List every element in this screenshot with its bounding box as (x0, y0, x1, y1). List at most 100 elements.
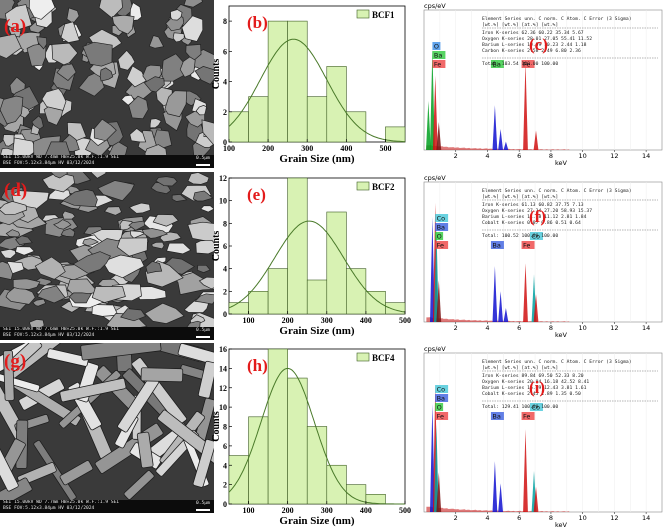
panel-label: (e) (247, 185, 266, 204)
histogram-bar (248, 291, 269, 315)
x-tick-label: 12 (610, 324, 618, 332)
x-tick-label: 6 (517, 152, 521, 160)
element-label: Fe (523, 61, 530, 69)
scale-bar: 0.5µm (196, 501, 210, 511)
spectrum-peak (498, 129, 503, 150)
x-tick-label: 12 (610, 514, 618, 522)
element-label-box (432, 42, 441, 50)
element-label-box (529, 403, 543, 411)
histogram-bar (267, 268, 288, 315)
histogram-bar (326, 66, 347, 143)
sem-info-line: SEI 15.00kV WD 7.4mm HB×25.0k W.F.:1.9 S… (3, 155, 120, 160)
x-tick-label: 6 (517, 514, 521, 522)
x-axis-label: keV (555, 521, 568, 529)
histogram-bar (287, 20, 308, 143)
histogram-bcf2: 100 200 300 400 500 0 2 4 6 8 10 12 Grain Size (nm) C… (212, 172, 412, 340)
x-tick-label: 2 (454, 324, 458, 332)
x-tick-label: 300 (301, 144, 313, 153)
y-tick-label: 8 (223, 219, 227, 228)
element-label: Co (437, 386, 446, 394)
x-tick-label: 2 (454, 152, 458, 160)
y-tick-label: 16 (219, 345, 227, 354)
x-axis-label: keV (555, 159, 568, 167)
x-tick-label: 8 (549, 152, 553, 160)
spectrum-peak (523, 263, 528, 322)
x-axis-label: Grain Size (nm) (279, 325, 354, 337)
spectrum-peak (533, 294, 539, 322)
spectrum-peak (432, 75, 438, 150)
spectrum-peak (492, 266, 498, 322)
histogram-bar (385, 302, 406, 315)
x-tick-label: 4 (485, 514, 489, 522)
y-axis-label: cps/eV (424, 345, 446, 353)
table-row: Cobalt K-series 0.87 0.86 0.51 0.64 (482, 220, 581, 226)
gaussian-fit-line (228, 38, 405, 143)
table-row: Cobalt K-series 2.45 1.89 1.35 0.50 (482, 391, 581, 397)
histogram-bar (306, 426, 328, 505)
spectrum-peak (426, 101, 431, 150)
legend-label: BCF1 (372, 10, 395, 20)
element-label: Ba (434, 52, 442, 60)
element-label-box (435, 394, 449, 402)
histogram-bcf4: 100 200 300 400 500 0 2 4 6 8 10 12 14 16 Grain Size (… (212, 343, 412, 530)
gaussian-fit-line (228, 220, 406, 313)
y-tick-label: 14 (219, 364, 227, 373)
element-label-box (521, 412, 535, 420)
x-tick-label: 100 (223, 144, 235, 153)
histogram-bar (346, 268, 367, 315)
sem-info-bar: SEI 15.00kV WD 7.6mm HB×25.0k W.F.:1.9 S… (0, 327, 214, 340)
element-label: O (434, 43, 439, 51)
element-label: Fe (523, 413, 530, 421)
panel-label: (d) (4, 180, 28, 201)
sem-image-bcf2: SEI 15.00kV WD 7.6mm HB×25.0k W.F.:1.9 S… (0, 172, 214, 340)
y-tick-label: 2 (223, 287, 227, 296)
x-tick-label: 100 (243, 506, 255, 515)
spectrum-peak (533, 130, 539, 150)
table-row: Oxygen K-series 20.94 16.18 42.52 8.41 (482, 379, 589, 385)
spectrum-background (426, 317, 570, 322)
spectrum-peak (436, 122, 442, 150)
x-tick-label: 500 (379, 144, 391, 153)
histogram-bar (267, 20, 288, 143)
element-label-box (435, 223, 449, 231)
sem-info-line: SEI 15.00kV WD 7.7mm HB×25.0k W.F.:1.9 S… (3, 500, 120, 505)
x-tick-label: 100 (243, 316, 255, 325)
histogram-bar (267, 348, 288, 505)
x-tick-label: 12 (610, 152, 618, 160)
y-tick-label: 6 (223, 442, 227, 451)
x-axis-label: Grain Size (nm) (279, 515, 354, 527)
element-label-box (435, 241, 449, 249)
table-header: Element Series unn. C norm. C Atom. C Er… (482, 188, 632, 194)
sem-info-bar: SEI 15.00kV WD 7.7mm HB×25.0k W.F.:1.9 S… (0, 500, 214, 513)
element-label: Fe (437, 413, 444, 421)
x-tick-label: 400 (340, 144, 352, 153)
spectrum-peak (523, 429, 528, 512)
legend-label: BCF2 (372, 182, 395, 192)
y-tick-label: 6 (223, 242, 227, 251)
element-label-box (432, 60, 446, 68)
element-label: O (437, 233, 442, 241)
x-tick-label: 8 (549, 514, 553, 522)
element-label: Fe (437, 242, 444, 250)
spectrum-peak (498, 291, 503, 322)
table-header-units: [wt.%] [wt.%] [at.%] [wt.%] (482, 194, 558, 200)
y-tick-label: 8 (223, 423, 227, 432)
element-label: Ba (492, 242, 500, 250)
element-label-box (435, 214, 449, 222)
histogram-bar (248, 96, 269, 143)
panel-label: (c) (529, 35, 548, 54)
table-row: Iron K-series 62.36 60.22 35.34 5.67 (482, 30, 584, 36)
legend-label: BCF4 (372, 353, 395, 363)
histogram-bar (326, 211, 347, 315)
element-label-box (521, 241, 535, 249)
spectrum-background (426, 145, 570, 150)
x-tick-label: 500 (399, 316, 411, 325)
x-tick-label: 500 (399, 506, 411, 515)
x-tick-label: 4 (485, 324, 489, 332)
spectrum-peak (430, 49, 435, 151)
table-total: Total: 103.54 100.00 100.00 (482, 61, 558, 67)
histogram-bar (287, 377, 308, 505)
table-header: Element Series unn. C norm. C Atom. C Er… (482, 16, 632, 22)
table-row: Oxygen K-series 28.01 27.05 55.41 11.52 (482, 36, 592, 42)
sem-info-line: BSE FOV:5.12x3.84µm HV 03/12/2024 (3, 506, 95, 512)
